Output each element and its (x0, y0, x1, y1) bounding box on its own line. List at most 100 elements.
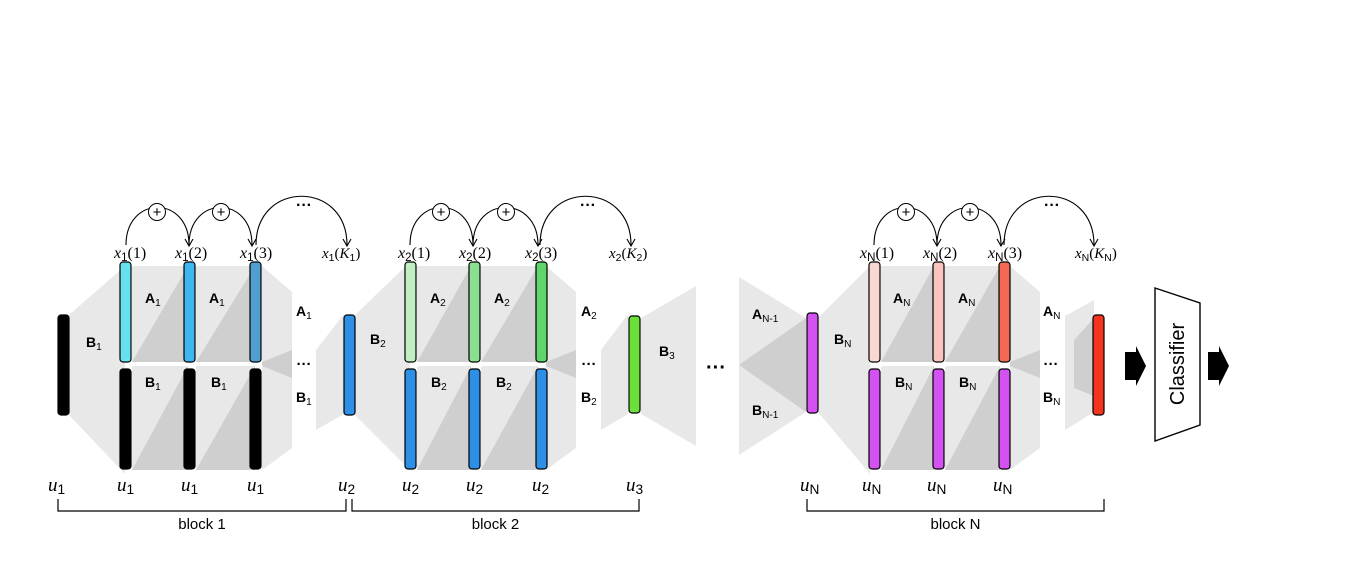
label-bN-a-main: B (895, 374, 905, 390)
arc-b2-1-head (468, 238, 478, 248)
label-xN-K-part-4: N (1104, 252, 1112, 264)
label-x2-K-part-2: ( (622, 246, 627, 262)
label-u2-a: u2 (338, 475, 355, 497)
plus-b1-2-sign: + (217, 204, 226, 221)
label-xN-K-part-3: K (1093, 246, 1105, 262)
label-b2-3-main: B (581, 389, 591, 405)
plus-bN-1-sign: + (902, 204, 911, 221)
classifier-stage: Classifier (1125, 287, 1229, 442)
label-u1-b-sub: 1 (127, 482, 135, 497)
label-aN-b-main: A (958, 290, 968, 306)
arc-b1-3-head (342, 238, 352, 248)
label-x2-K-part-5: ) (642, 246, 647, 262)
dots-b2-mid: ··· (582, 356, 597, 373)
label-a2-3-sub: 2 (591, 311, 597, 322)
label-x2-2-index: (2) (473, 245, 492, 262)
label-x1-K: x1(K1) (321, 246, 360, 264)
label-x1-K-part-2: ( (335, 246, 340, 262)
bar-uN-3 (998, 368, 1011, 470)
label-bN-c: BN (1043, 389, 1060, 408)
arc-b1-2-head (247, 238, 257, 248)
bar-uN-2 (932, 368, 945, 470)
shade-aN-1-tri (739, 318, 806, 412)
label-x1-2-index: (2) (189, 245, 208, 262)
label-x2-K-part-3: K (626, 246, 638, 262)
label-xN-1-sub: N (867, 252, 875, 264)
label-xN-1-index: (1) (875, 245, 894, 262)
label-a1-1: A1 (145, 290, 161, 309)
bar-u2-1 (404, 368, 417, 470)
bar-xN-1 (868, 261, 881, 363)
plus-b2-2 (497, 203, 515, 221)
label-u2-c: u2 (466, 475, 483, 497)
bracket-block2 (351, 499, 640, 512)
bar-u1-3 (249, 368, 262, 470)
label-xN-K: xN(KN) (1074, 246, 1117, 264)
label-u1-a-main: u (48, 475, 58, 496)
label-u1-d: u1 (247, 475, 264, 497)
label-b2-pool: B2 (370, 331, 386, 350)
dots-bN-arc: ··· (1044, 197, 1060, 214)
label-u2-b-main: u (402, 475, 412, 496)
bar-u2-2 (468, 368, 481, 470)
shade-bN-2-tri (945, 366, 1000, 470)
label-xN-2-index: (2) (938, 245, 957, 262)
label-b3-main: B (659, 343, 669, 359)
label-a2-1-sub: 2 (440, 298, 446, 309)
label-a2-1-main: A (430, 290, 440, 306)
label-a2-2-sub: 2 (504, 298, 510, 309)
label-u1-c-sub: 1 (191, 482, 199, 497)
arrow-from-classifier (1208, 346, 1229, 386)
bar-u1-input (57, 314, 70, 416)
bracket-block2-label: block 2 (472, 516, 520, 533)
label-a2-2: A2 (494, 290, 510, 309)
bar-output (1092, 314, 1105, 416)
label-b1-pool-main: B (86, 334, 96, 350)
bar-u2-input (343, 314, 356, 416)
label-xN-1: xN(1) (859, 245, 894, 264)
label-x2-K-part-1: 2 (616, 252, 622, 264)
label-u1-c-main: u (181, 475, 191, 496)
label-xN-K-part-1: N (1082, 252, 1090, 264)
label-xN-3-index: (3) (1003, 245, 1022, 262)
plus-bN-2 (961, 203, 979, 221)
label-b1-1-main: B (145, 374, 155, 390)
plus-b2-2-sign: + (502, 204, 511, 221)
bracket-blockN (806, 499, 1105, 512)
label-x1-1-sub: 1 (121, 252, 127, 264)
label-x2-1-index: (1) (412, 245, 431, 262)
shade-b2-in (316, 314, 344, 430)
label-x2-2-main: x (458, 245, 466, 262)
label-bN-c-sub: N (1053, 397, 1060, 408)
label-aN-c: AN (1043, 303, 1060, 322)
shade-bN-pool (818, 266, 870, 474)
label-bN-a: BN (895, 374, 912, 393)
label-x1-3-main: x (239, 245, 247, 262)
label-b1-1-sub: 1 (155, 382, 161, 393)
label-uN-a: uN (800, 475, 819, 497)
label-x2-3: x2(3) (524, 245, 557, 264)
label-u2-c-main: u (466, 475, 476, 496)
label-x2-3-sub: 2 (532, 252, 538, 264)
arc-b1-1-head (184, 238, 194, 248)
label-aN-1-sub: N-1 (762, 314, 779, 325)
arc-b1-3 (255, 195, 348, 246)
shade-b2-3-mid (546, 350, 576, 378)
arc-bN-3 (1003, 195, 1095, 246)
plus-bN-1 (897, 203, 915, 221)
label-uN-a-main: u (800, 475, 810, 496)
arc-b2-2-head (533, 238, 543, 248)
bar-u1-2 (183, 368, 196, 470)
label-b1-pool: B1 (86, 334, 102, 353)
label-uN-d: uN (993, 475, 1012, 497)
bar-u1-1 (119, 368, 132, 470)
label-aN-c-main: A (1043, 303, 1053, 319)
label-x1-3-sub: 1 (247, 252, 253, 264)
label-aN-a-sub: N (903, 298, 910, 309)
label-x1-K-part-3: K (339, 246, 351, 262)
label-b2-pool-main: B (370, 331, 380, 347)
shade-bN-1-tri (881, 366, 934, 470)
label-x2-2-sub: 2 (466, 252, 472, 264)
dots-between-blocks: ··· (706, 357, 726, 379)
